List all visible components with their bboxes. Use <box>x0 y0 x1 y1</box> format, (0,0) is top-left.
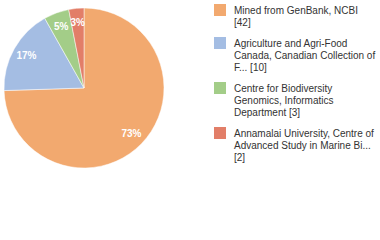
legend-label-line: Mined from GenBank, NCBI <box>234 5 361 16</box>
legend-label-line: Annamalai University, Centre of <box>234 128 377 139</box>
legend-label-line: F... [10] <box>234 62 267 73</box>
legend-label-line: Agriculture and Agri-Food <box>234 38 350 49</box>
legend-label: Annamalai University, Centre of Advanced… <box>234 128 377 163</box>
data-label: 5% <box>54 21 69 32</box>
data-label: 73% <box>121 128 141 139</box>
legend-label: Centre for Biodiversity Genomics, Inform… <box>234 83 336 118</box>
legend-label: Mined from GenBank, NCBI [42] <box>234 5 361 28</box>
pie: 73% 17% 5%3% <box>4 8 164 168</box>
pie-slice <box>69 8 84 88</box>
pie-slice <box>4 8 164 168</box>
legend-swatch <box>214 37 226 49</box>
data-label: 17% <box>16 50 36 61</box>
data-label: 3% <box>70 17 85 28</box>
legend-label-line: Department [3] <box>234 107 300 118</box>
legend-item: Centre for Biodiversity Genomics, Inform… <box>214 82 336 118</box>
legend-label-line: Advanced Study in Marine Bi... <box>234 140 374 151</box>
legend-swatch <box>214 4 226 16</box>
legend-label-line: Centre for Biodiversity <box>234 83 335 94</box>
legend-label-line: Genomics, Informatics <box>234 95 336 106</box>
legend-label-line: [42] <box>234 17 251 28</box>
legend: Mined from GenBank, NCBI [42] Agriculture… <box>214 4 378 163</box>
legend-label-line: Canada, Canadian Collection of <box>234 50 378 61</box>
legend-swatch <box>214 82 226 94</box>
legend-label: Agriculture and Agri-Food Canada, Canadi… <box>234 38 378 73</box>
legend-item: Mined from GenBank, NCBI [42] <box>214 4 361 28</box>
legend-swatch <box>214 127 226 139</box>
chart: 73% 17% 5%3% Mined from GenBank, NCBI [42] A… <box>0 0 380 240</box>
legend-label-line: [2] <box>234 152 245 163</box>
legend-item: Agriculture and Agri-Food Canada, Canadi… <box>214 37 378 73</box>
legend-item: Annamalai University, Centre of Advanced… <box>214 127 377 163</box>
